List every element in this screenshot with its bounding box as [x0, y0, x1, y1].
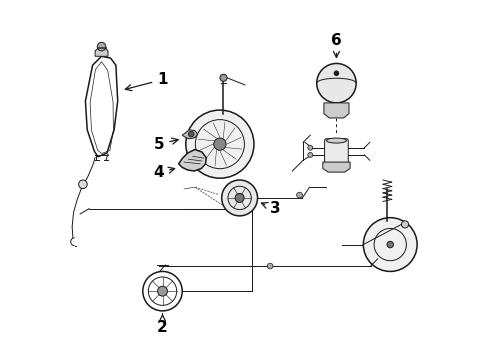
- Polygon shape: [182, 130, 197, 139]
- Circle shape: [78, 180, 87, 189]
- Polygon shape: [95, 47, 108, 56]
- Polygon shape: [179, 149, 206, 171]
- Circle shape: [296, 192, 302, 198]
- Polygon shape: [323, 162, 350, 172]
- Circle shape: [364, 218, 417, 271]
- Circle shape: [308, 145, 313, 150]
- Circle shape: [97, 42, 106, 51]
- Text: 3: 3: [262, 201, 281, 216]
- FancyBboxPatch shape: [324, 139, 348, 164]
- Circle shape: [401, 221, 409, 228]
- Circle shape: [267, 263, 273, 269]
- Text: 2: 2: [157, 314, 168, 334]
- Text: 1: 1: [125, 72, 168, 91]
- Circle shape: [235, 193, 244, 202]
- Text: 4: 4: [154, 165, 174, 180]
- Circle shape: [221, 180, 258, 216]
- Circle shape: [158, 286, 168, 296]
- Circle shape: [317, 63, 356, 103]
- Circle shape: [220, 74, 227, 81]
- Ellipse shape: [326, 138, 346, 143]
- Circle shape: [188, 131, 194, 137]
- Circle shape: [186, 110, 254, 178]
- Text: 5: 5: [154, 137, 178, 152]
- Text: 6: 6: [331, 33, 342, 58]
- Circle shape: [214, 138, 226, 150]
- Circle shape: [334, 71, 339, 76]
- Circle shape: [387, 241, 393, 248]
- Circle shape: [308, 152, 313, 157]
- Polygon shape: [324, 103, 349, 118]
